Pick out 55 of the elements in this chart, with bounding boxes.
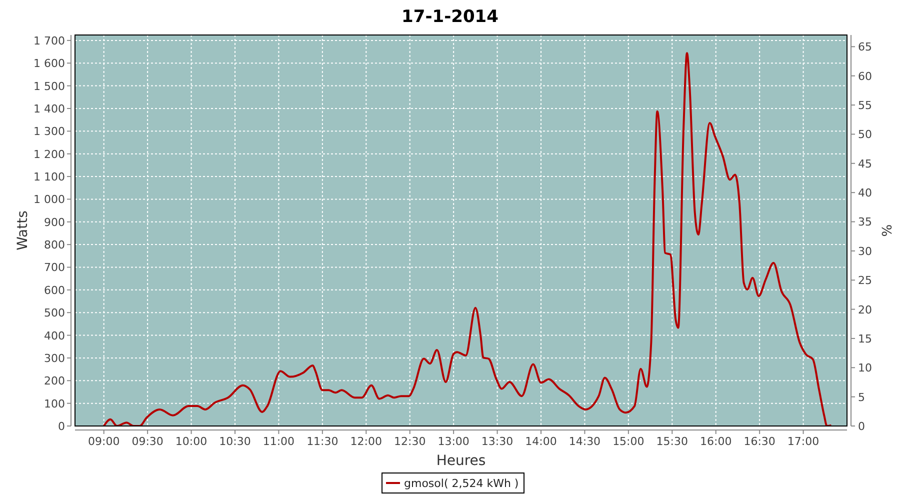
y2-tick-label: 30 [858, 244, 872, 258]
y-tick-label: 600 [44, 284, 65, 297]
x-tick-label: 15:00 [612, 435, 644, 448]
x-tick-label: 16:00 [700, 435, 732, 448]
y-axis-title: Watts [15, 210, 31, 250]
x-tick-label: 10:30 [219, 435, 251, 448]
y2-tick-label: 25 [858, 274, 872, 288]
x-tick-label: 14:30 [568, 435, 601, 448]
y2-tick-label: 40 [858, 186, 872, 200]
x-tick-label: 15:30 [656, 435, 688, 448]
y-tick-label: 1 000 [34, 193, 65, 206]
y2-tick-label: 10 [858, 362, 872, 375]
y-tick-label: 700 [44, 261, 65, 274]
x-tick-label: 13:30 [481, 435, 514, 448]
y-tick-label: 1 500 [34, 80, 65, 93]
x-tick-label: 09:00 [88, 435, 120, 448]
y2-tick-label: 50 [858, 128, 872, 142]
x-tick-label: 10:00 [175, 435, 208, 448]
y2-tick-label: 15 [858, 332, 872, 346]
y2-tick-label: 0 [858, 420, 865, 433]
x-axis-title: Heures [436, 453, 486, 469]
y-tick-label: 1 100 [34, 170, 65, 184]
y2-tick-label: 45 [858, 157, 872, 170]
x-tick-label: 12:00 [350, 435, 382, 448]
y-tick-label: 500 [44, 306, 65, 320]
y2-tick-label: 5 [858, 390, 865, 404]
x-tick-label: 16:30 [744, 435, 776, 448]
y-tick-label: 1 300 [34, 125, 65, 138]
y2-tick-label: 65 [858, 40, 872, 54]
y-tick-label: 1 600 [34, 57, 65, 70]
y-tick-label: 1 200 [34, 148, 65, 161]
legend-label: gmosol( 2,524 kWh ) [404, 477, 519, 490]
x-tick-label: 14:00 [525, 435, 557, 448]
y2-tick-label: 55 [858, 99, 872, 112]
x-tick-label: 17:00 [787, 435, 820, 448]
x-tick-label: 11:00 [262, 435, 295, 448]
y-tick-label: 800 [44, 238, 65, 252]
y-tick-label: 1 400 [34, 102, 65, 116]
y-tick-label: 100 [44, 397, 65, 410]
line-series [102, 52, 832, 426]
x-tick-label: 09:30 [132, 435, 164, 448]
chart-title: 17-1-2014 [402, 7, 499, 27]
y-tick-label: 300 [44, 352, 65, 365]
y-tick-label: 0 [58, 420, 65, 433]
x-tick-label: 12:30 [394, 435, 426, 448]
x-tick-label: 11:30 [306, 435, 338, 448]
y-tick-label: 1 700 [34, 34, 65, 48]
y2-tick-label: 20 [858, 303, 872, 316]
y2-axis-title: % [878, 224, 893, 237]
y2-tick-label: 60 [858, 70, 872, 83]
y-tick-label: 200 [44, 374, 65, 388]
y-tick-label: 900 [44, 216, 65, 229]
y2-tick-label: 35 [858, 216, 872, 229]
y-tick-label: 400 [44, 329, 65, 342]
x-tick-label: 13:00 [438, 435, 470, 448]
